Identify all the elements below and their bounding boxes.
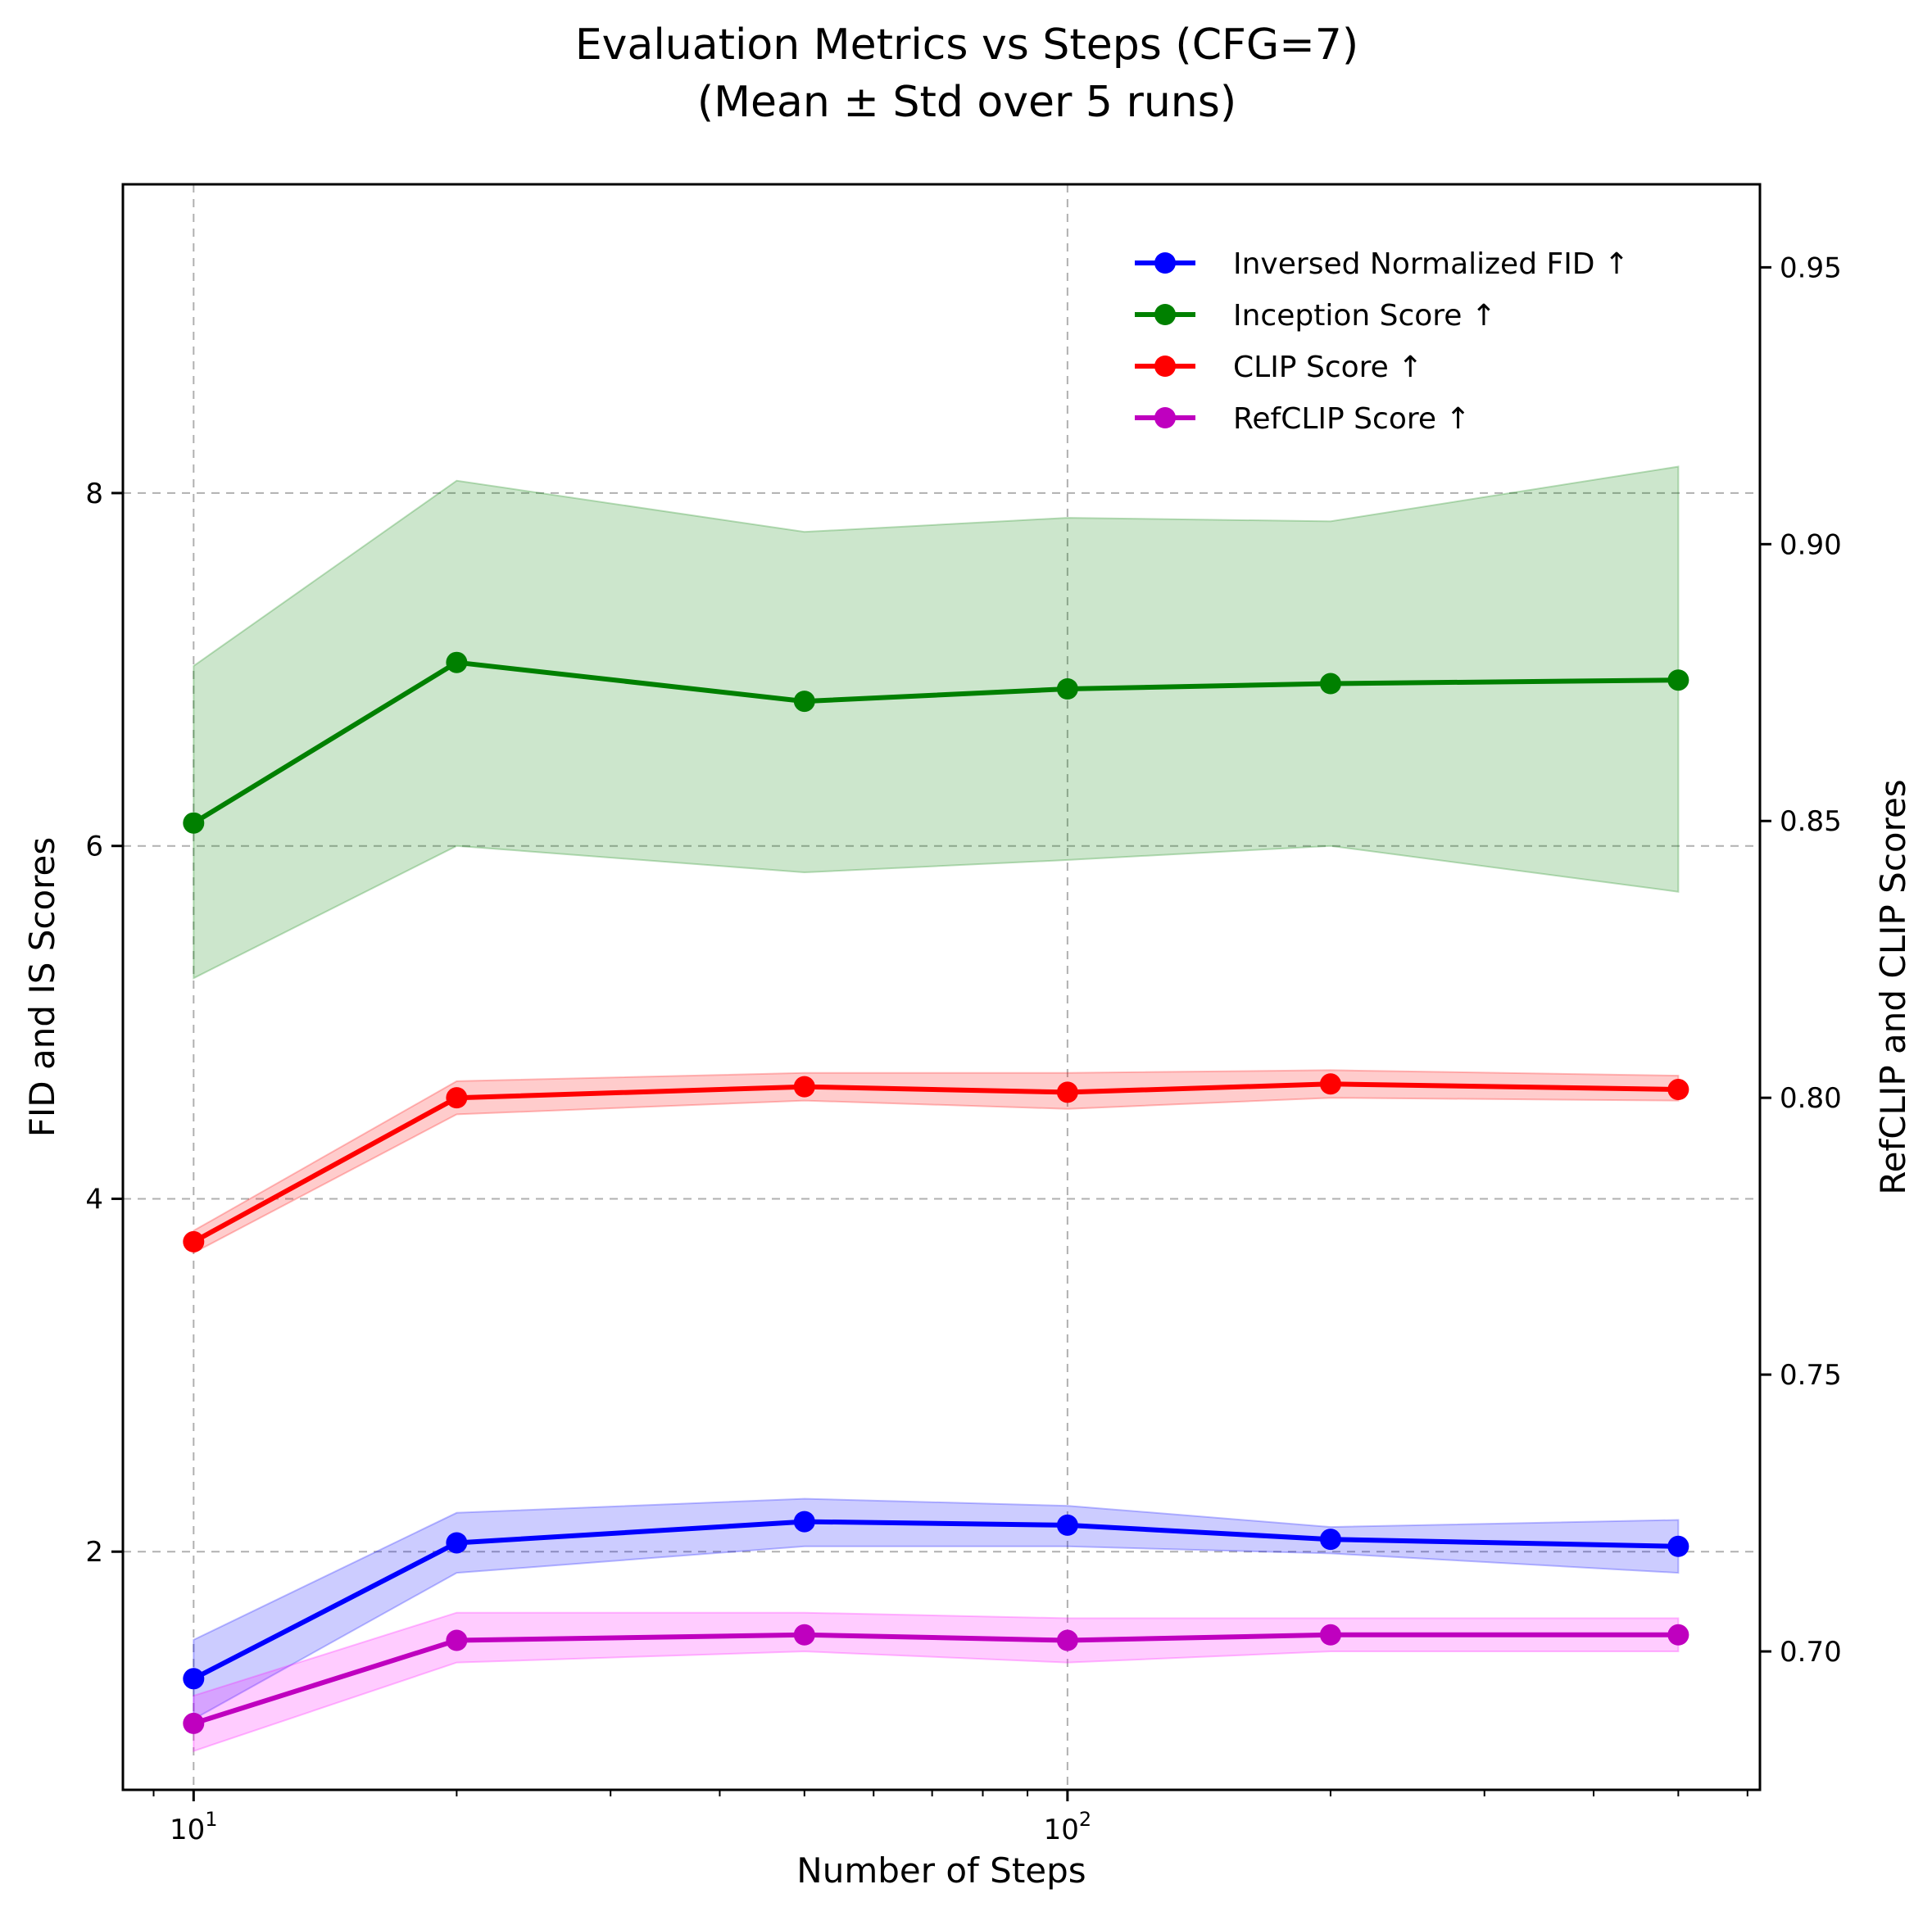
series-line (192, 1519, 1679, 1681)
std-band (193, 465, 1680, 980)
data-point (793, 1511, 815, 1533)
legend-marker (1154, 304, 1176, 325)
series-line (193, 1632, 1679, 1726)
plot-frame (121, 183, 1762, 1791)
data-point (183, 812, 205, 834)
y-left-tick-label: 4 (85, 1183, 103, 1216)
data-point (1056, 1629, 1078, 1651)
data-point (793, 691, 815, 713)
y-right-tick-label: 0.95 (1780, 251, 1842, 284)
y-right-tick-label: 0.80 (1780, 1082, 1842, 1115)
legend-label: Inception Score ↑ (1233, 299, 1496, 333)
y-right-tick-label: 0.90 (1780, 528, 1842, 561)
legend: Inversed Normalized FID ↑ Inception Score… (1135, 247, 1629, 436)
chart-subtitle: (Mean ± Std over 5 runs) (697, 78, 1236, 127)
series-line (192, 659, 1679, 826)
data-point (1667, 1079, 1689, 1101)
x-axis-label: Number of Steps (796, 1850, 1086, 1891)
chart-title: Evaluation Metrics vs Steps (CFG=7) (575, 20, 1358, 70)
x-tick-label: 101 (170, 1808, 218, 1846)
data-point (446, 1087, 468, 1109)
y-left-tick-label: 8 (85, 478, 103, 510)
data-point (793, 1076, 815, 1098)
series-line (192, 1081, 1679, 1244)
data-point (183, 1712, 205, 1734)
data-point (1667, 1624, 1689, 1646)
legend-label: RefCLIP Score ↑ (1233, 402, 1471, 436)
y-left-axis-label: FID and IS Scores (22, 837, 62, 1138)
data-point (1667, 1535, 1689, 1557)
grid (123, 184, 1760, 1790)
legend-marker (1154, 356, 1176, 377)
data-point (1056, 678, 1078, 700)
series-points (183, 651, 1689, 1734)
x-tick-label: 102 (1044, 1808, 1092, 1846)
data-point (1319, 1624, 1341, 1646)
data-point (446, 1629, 468, 1651)
y-right-axis-label: RefCLIP and CLIP Scores (1873, 779, 1913, 1194)
y-left-axis-ticks: 2 4 6 8 (85, 478, 123, 1569)
legend-label: CLIP Score ↑ (1233, 351, 1422, 384)
y-left-tick-label: 2 (85, 1536, 103, 1569)
std-bands (193, 465, 1680, 1753)
series-lines (192, 659, 1679, 1726)
data-point (1319, 673, 1341, 695)
data-point (183, 1668, 205, 1690)
data-point (1056, 1514, 1078, 1536)
y-right-tick-label: 0.70 (1780, 1636, 1842, 1669)
legend-label: Inversed Normalized FID ↑ (1233, 247, 1629, 281)
data-point (446, 651, 468, 673)
y-right-tick-label: 0.75 (1780, 1359, 1842, 1392)
y-left-tick-label: 6 (85, 831, 103, 863)
data-point (1056, 1081, 1078, 1103)
std-band (193, 1069, 1680, 1255)
y-right-tick-label: 0.85 (1780, 805, 1842, 838)
legend-marker (1154, 252, 1176, 274)
std-band (193, 1497, 1680, 1721)
data-point (1667, 669, 1689, 691)
y-right-axis-ticks: 0.70 0.75 0.80 0.85 0.90 0.95 (1760, 251, 1842, 1669)
data-point (1319, 1073, 1341, 1095)
x-axis-ticks: 101 102 (152, 1790, 1748, 1846)
data-point (793, 1624, 815, 1646)
legend-marker (1154, 407, 1176, 428)
data-point (446, 1532, 468, 1554)
data-point (183, 1230, 205, 1252)
std-band (193, 1611, 1680, 1753)
data-point (1319, 1529, 1341, 1551)
